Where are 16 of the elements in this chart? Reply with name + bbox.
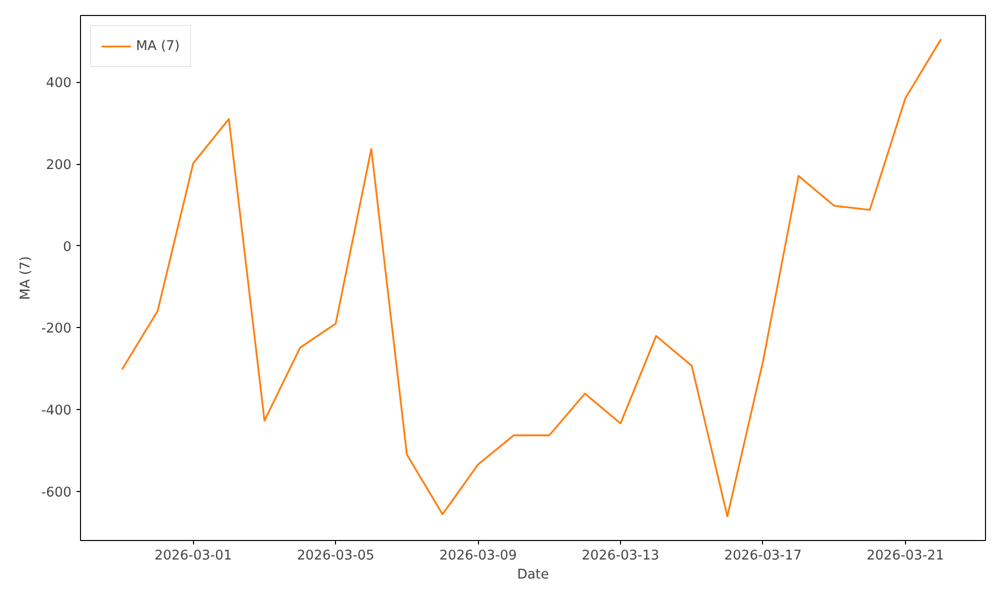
line-series	[121, 38, 942, 518]
x-tick-label: 2026-03-09	[439, 548, 517, 564]
y-tick-label: 400	[46, 76, 72, 92]
x-tick-label: 2026-03-21	[866, 548, 944, 564]
legend-label: MA (7)	[136, 38, 180, 54]
x-tick-label: 2026-03-17	[724, 548, 802, 564]
x-tick-label: 2026-03-01	[154, 548, 232, 564]
y-tick-label: -400	[41, 404, 72, 419]
x-tick-label: 2026-03-05	[296, 548, 374, 564]
y-axis-title: MA (7)	[18, 256, 34, 300]
y-tick-label: 0	[63, 240, 72, 255]
y-tick-label: 200	[46, 158, 72, 174]
x-axis-title: Date	[517, 568, 549, 582]
y-tick-label: -600	[41, 485, 72, 500]
x-tick-label: 2026-03-13	[582, 548, 660, 564]
y-tick-label: -200	[41, 322, 72, 337]
